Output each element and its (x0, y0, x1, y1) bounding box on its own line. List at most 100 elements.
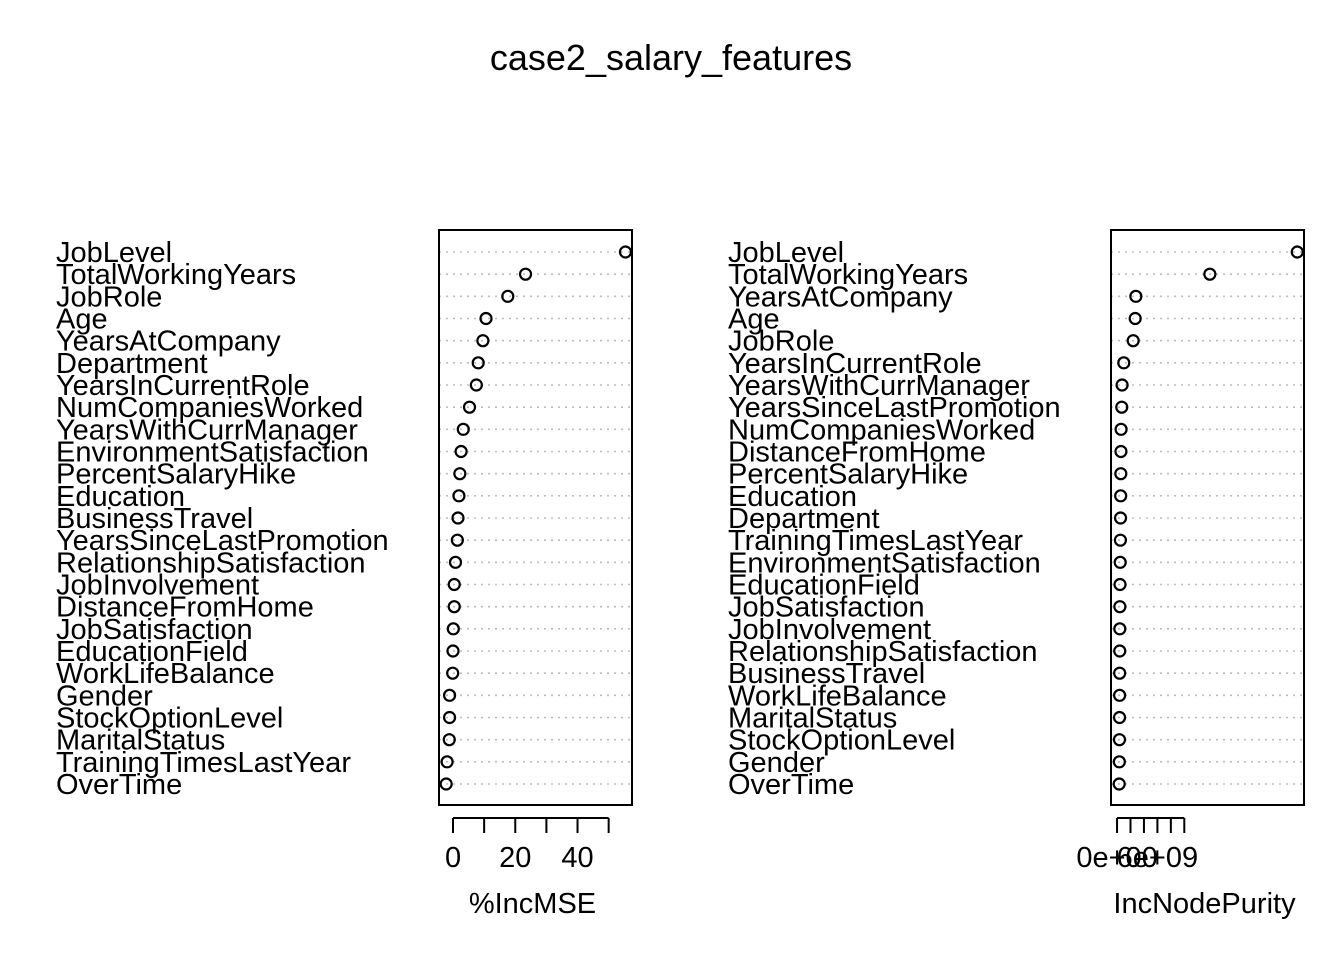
data-point (1114, 444, 1128, 459)
feature-label: PercentSalaryHike (56, 459, 296, 491)
data-point (439, 777, 453, 791)
data-point (446, 666, 460, 680)
feature-label: DistanceFromHome (728, 437, 986, 469)
feature-label: Age (728, 304, 780, 336)
feature-label: JobLevel (728, 237, 844, 269)
feature-label: OverTime (728, 769, 854, 801)
data-point (446, 644, 460, 658)
data-point (1290, 245, 1304, 259)
data-point (1112, 733, 1127, 747)
feature-label: Department (728, 503, 880, 535)
data-point (462, 400, 477, 414)
data-point (448, 555, 463, 569)
feature-label: YearsSinceLastPromotion (728, 392, 1061, 424)
data-point (447, 577, 461, 592)
data-point (1129, 289, 1143, 303)
data-point (442, 710, 457, 725)
feature-label: JobRole (56, 281, 162, 313)
data-point (476, 334, 490, 348)
data-point (471, 356, 485, 370)
data-point (451, 511, 465, 525)
data-point (1114, 489, 1128, 503)
data-point (1115, 378, 1129, 392)
data-point (1113, 600, 1127, 614)
x-tick-label: 6e+09 (1117, 842, 1198, 874)
feature-label: MaritalStatus (728, 703, 897, 735)
feature-label: EnvironmentSatisfaction (728, 547, 1041, 579)
feature-label: YearsSinceLastPromotion (56, 525, 389, 557)
x-tick-label: 20 (499, 842, 531, 874)
feature-label: YearsInCurrentRole (728, 348, 982, 380)
x-axis-label: %IncMSE (469, 888, 596, 920)
data-point (1114, 422, 1128, 436)
data-point (440, 755, 454, 769)
feature-label: NumCompaniesWorked (728, 414, 1035, 446)
feature-label: TotalWorkingYears (56, 259, 296, 291)
data-point (1113, 511, 1128, 525)
data-point (1128, 311, 1142, 326)
feature-label: Gender (56, 680, 153, 712)
feature-label: YearsWithCurrManager (56, 414, 358, 446)
data-point (1114, 467, 1128, 481)
feature-label: StockOptionLevel (56, 703, 283, 735)
data-point (1113, 622, 1127, 636)
feature-label: Education (56, 481, 185, 513)
data-point (1113, 533, 1128, 547)
data-point (456, 422, 470, 436)
data-point (446, 622, 460, 636)
feature-label: TotalWorkingYears (728, 259, 968, 291)
x-tick-label: 0e+00 (1076, 842, 1157, 874)
data-point (442, 688, 457, 702)
data-point (442, 733, 456, 747)
feature-label: BusinessTravel (56, 503, 253, 535)
feature-label: BusinessTravel (728, 658, 925, 690)
data-point (1117, 356, 1131, 370)
data-point (1203, 267, 1217, 281)
feature-label: EducationField (56, 636, 248, 668)
feature-label: JobSatisfaction (728, 592, 925, 624)
panel-incmse: JobLevelTotalWorkingYearsJobRoleAgeYears… (56, 229, 633, 920)
feature-label: EducationField (728, 570, 920, 602)
x-tick-label: 0 (445, 842, 461, 874)
data-point (1113, 666, 1127, 680)
feature-label: NumCompaniesWorked (56, 392, 363, 424)
feature-label: JobSatisfaction (56, 614, 253, 646)
data-point (1112, 777, 1126, 791)
data-point (1112, 755, 1126, 769)
feature-label: Age (56, 304, 108, 336)
feature-label: DistanceFromHome (56, 592, 314, 624)
feature-label: YearsAtCompany (56, 326, 281, 358)
data-point (618, 245, 633, 259)
feature-label: TrainingTimesLastYear (56, 747, 351, 779)
data-point (1113, 688, 1127, 702)
plot-frame (1110, 229, 1305, 806)
x-tick-label: 40 (561, 842, 593, 874)
plot-frame (438, 229, 633, 806)
data-point (447, 600, 461, 614)
data-point (501, 289, 515, 303)
feature-label: RelationshipSatisfaction (56, 547, 366, 579)
feature-label: WorkLifeBalance (728, 680, 947, 712)
feature-label: Gender (728, 747, 825, 779)
data-point (469, 378, 483, 392)
feature-label: YearsInCurrentRole (56, 370, 310, 402)
chart-title: case2_salary_features (490, 37, 852, 78)
data-point (1115, 400, 1129, 414)
feature-label: WorkLifeBalance (56, 658, 275, 690)
feature-label: StockOptionLevel (728, 725, 955, 757)
feature-label: MaritalStatus (56, 725, 225, 757)
data-point (453, 467, 467, 481)
feature-label: YearsWithCurrManager (728, 370, 1030, 402)
panel-incnodepurity: JobLevelTotalWorkingYearsYearsAtCompanyA… (728, 229, 1305, 920)
data-point (1113, 555, 1127, 569)
feature-label: EnvironmentSatisfaction (56, 437, 369, 469)
data-point (454, 444, 468, 459)
x-axis-label: IncNodePurity (1113, 888, 1296, 920)
feature-label: YearsAtCompany (728, 281, 953, 313)
feature-label: JobInvolvement (728, 614, 931, 646)
data-point (518, 267, 533, 281)
data-point (1126, 334, 1140, 348)
feature-label: RelationshipSatisfaction (728, 636, 1038, 668)
data-point (450, 533, 464, 547)
